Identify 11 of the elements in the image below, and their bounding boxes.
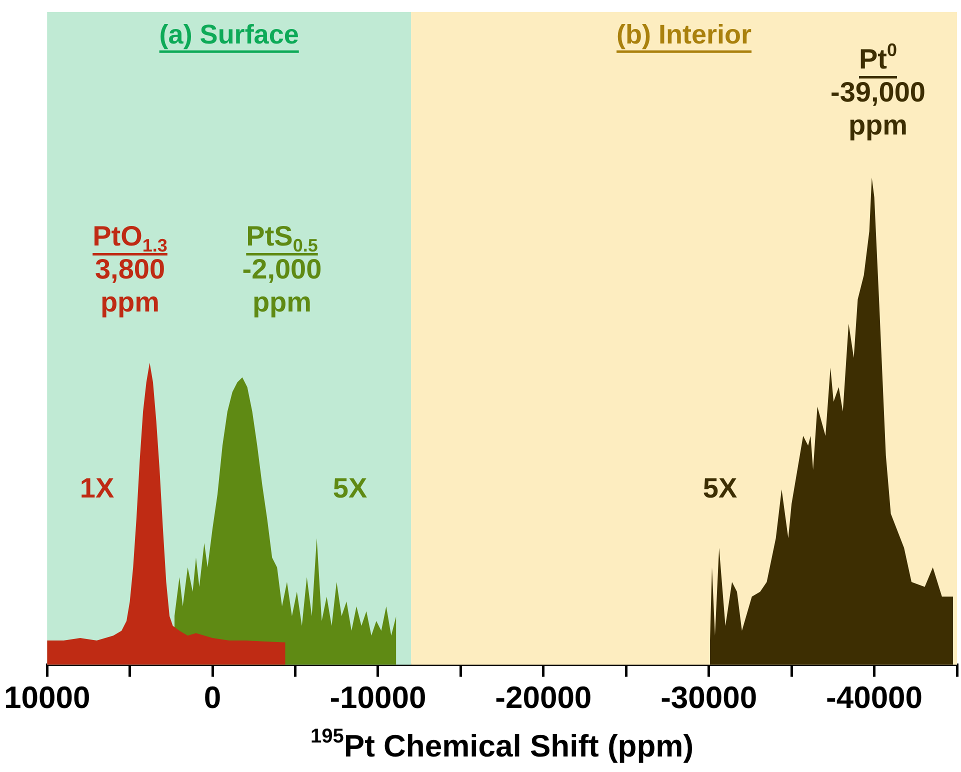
x-tick-label: -10000 bbox=[330, 680, 426, 715]
x-tick-label: 10000 bbox=[4, 680, 90, 715]
band-label: (a) Surface bbox=[159, 19, 299, 50]
x-tick-label: 0 bbox=[204, 680, 222, 715]
x-tick-label: -20000 bbox=[495, 680, 592, 715]
x-tick-label: -40000 bbox=[826, 680, 923, 715]
annotation: 5X bbox=[332, 472, 368, 504]
x-tick-label: -30000 bbox=[660, 680, 758, 715]
band-label: (b) Interior bbox=[616, 19, 752, 50]
annotation: 1X bbox=[80, 472, 114, 504]
annotation: 5X bbox=[702, 472, 738, 504]
